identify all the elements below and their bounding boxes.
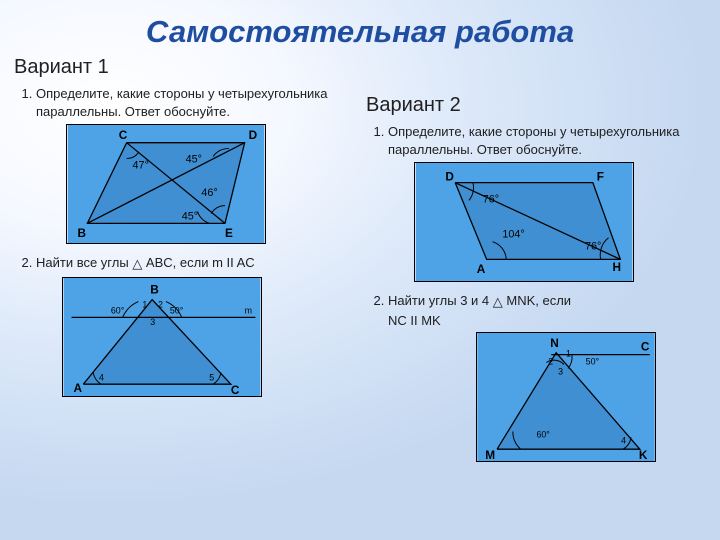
svg-text:47°: 47° xyxy=(133,159,149,171)
svg-text:A: A xyxy=(74,381,83,395)
svg-text:3: 3 xyxy=(150,317,155,327)
v1-task-2-pre: Найти все углы xyxy=(36,255,132,270)
triangle-icon: △ xyxy=(132,255,142,273)
svg-text:1: 1 xyxy=(566,348,571,358)
v2-figure-2: M N K C 50° 60° 1 2 3 4 xyxy=(476,332,656,462)
svg-text:E: E xyxy=(225,226,233,240)
svg-text:1: 1 xyxy=(142,299,147,309)
svg-text:104°: 104° xyxy=(502,229,524,241)
v1-task-2: Найти все углы △ ABC, если m II AC xyxy=(36,254,354,273)
variant-1-heading: Вариант 1 xyxy=(14,56,354,79)
svg-text:2: 2 xyxy=(548,356,553,366)
content-columns: Вариант 1 Определите, какие стороны у че… xyxy=(0,54,720,472)
triangle-icon: △ xyxy=(493,293,503,311)
variant-2-tasks: Определите, какие стороны у четырехуголь… xyxy=(366,123,706,311)
svg-text:D: D xyxy=(445,170,454,184)
v2-task-1-text: Определите, какие стороны у четырехуголь… xyxy=(388,124,680,157)
v1-task-2-post: ABC, если m II AC xyxy=(142,255,254,270)
svg-text:B: B xyxy=(150,282,159,296)
svg-text:M: M xyxy=(485,448,495,462)
v2-task-2-post: MNK, если xyxy=(503,293,571,308)
svg-text:C: C xyxy=(641,339,650,353)
page-title: Самостоятельная работа xyxy=(0,0,720,54)
svg-text:A: A xyxy=(477,262,486,276)
svg-text:K: K xyxy=(639,448,648,462)
svg-text:5: 5 xyxy=(209,372,214,382)
svg-text:50°: 50° xyxy=(170,305,183,315)
variant-2-column: Вариант 2 Определите, какие стороны у че… xyxy=(360,54,712,472)
svg-text:50°: 50° xyxy=(586,356,599,366)
svg-text:45°: 45° xyxy=(186,153,202,165)
svg-text:C: C xyxy=(231,383,240,397)
svg-text:76°: 76° xyxy=(483,193,499,205)
v2-figure-1: D F H A 76° 104° 76° xyxy=(414,162,634,282)
svg-text:H: H xyxy=(613,260,622,274)
v1-figure-1: C D E B 47° 45° 46° 45° xyxy=(66,124,266,244)
v2-task-2-line2: NC II MK xyxy=(388,313,706,328)
svg-text:60°: 60° xyxy=(111,305,124,315)
svg-text:45°: 45° xyxy=(182,210,198,222)
v2-task-1: Определите, какие стороны у четырехуголь… xyxy=(388,123,706,282)
v2-task-2-pre: Найти углы 3 и 4 xyxy=(388,293,493,308)
svg-text:4: 4 xyxy=(99,372,104,382)
svg-text:C: C xyxy=(119,128,128,142)
svg-text:60°: 60° xyxy=(536,429,549,439)
svg-text:N: N xyxy=(550,335,559,349)
svg-text:46°: 46° xyxy=(201,187,217,199)
variant-2-heading: Вариант 2 xyxy=(366,94,706,117)
svg-text:3: 3 xyxy=(558,366,563,376)
v1-task-1: Определите, какие стороны у четырехуголь… xyxy=(36,85,354,244)
svg-text:D: D xyxy=(249,128,258,142)
v1-figure-2: A B C m 60° 50° 1 2 3 4 5 xyxy=(62,277,262,397)
variant-1-column: Вариант 1 Определите, какие стороны у че… xyxy=(8,54,360,472)
v1-task-1-text: Определите, какие стороны у четырехуголь… xyxy=(36,86,328,119)
variant-1-tasks: Определите, какие стороны у четырехуголь… xyxy=(14,85,354,273)
svg-text:2: 2 xyxy=(158,299,163,309)
svg-text:B: B xyxy=(78,226,87,240)
svg-text:4: 4 xyxy=(621,435,626,445)
v2-task-2: Найти углы 3 и 4 △ MNK, если xyxy=(388,292,706,311)
svg-text:F: F xyxy=(597,170,604,184)
svg-text:m: m xyxy=(245,305,252,315)
svg-text:76°: 76° xyxy=(585,241,601,253)
